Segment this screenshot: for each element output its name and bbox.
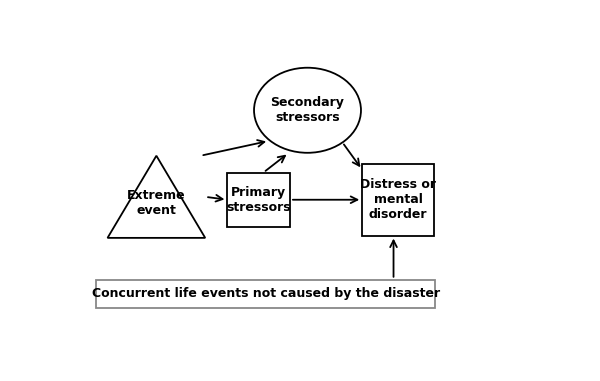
Text: Extreme
event: Extreme event [127,189,185,218]
Text: Primary
stressors: Primary stressors [226,186,291,214]
Text: Distress or
mental
disorder: Distress or mental disorder [360,178,436,221]
Text: Concurrent life events not caused by the disaster: Concurrent life events not caused by the… [92,287,440,300]
Text: Secondary
stressors: Secondary stressors [271,96,344,124]
